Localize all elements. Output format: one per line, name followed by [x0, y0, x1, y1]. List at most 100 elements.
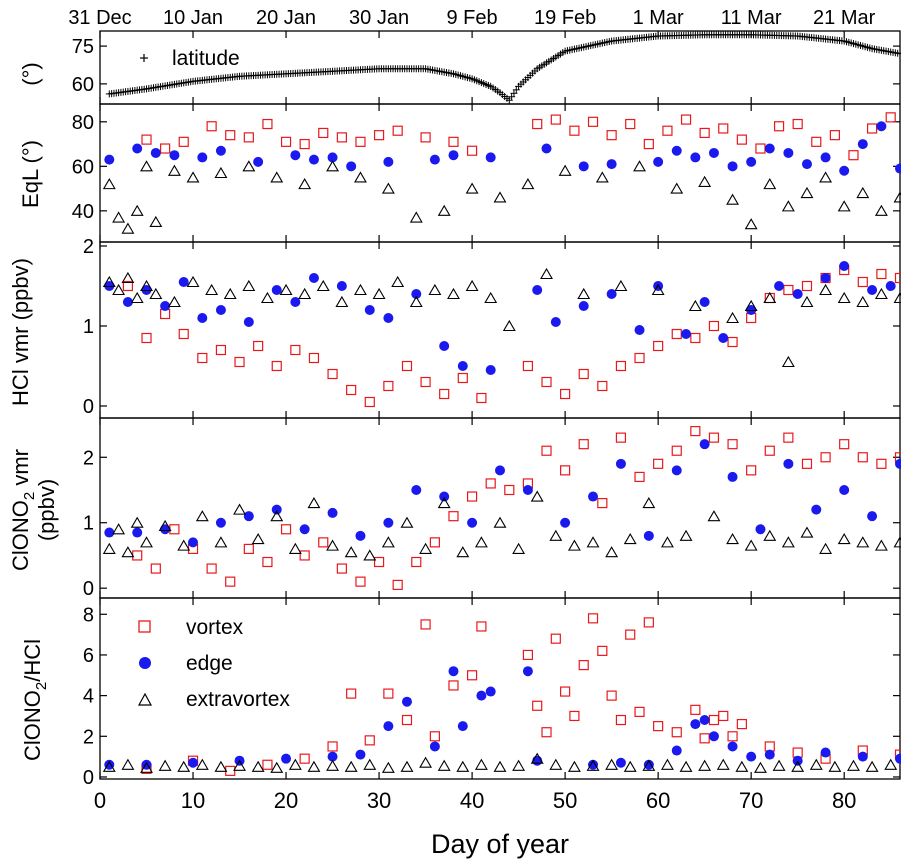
- point-eql-vortex-14: [420, 132, 431, 143]
- point-eql-extravortex-30: [819, 171, 833, 183]
- point-hcl-extravortex-14: [316, 279, 330, 292]
- point-hcl-extravortex-6: [167, 295, 181, 308]
- point-ratio-edge-25: [764, 749, 775, 760]
- point-hcl-edge-22: [634, 325, 645, 335]
- x-tick-label-8: 80: [832, 788, 856, 813]
- point-hcl-extravortex-22: [465, 279, 479, 292]
- point-hcl-edge-17: [485, 365, 496, 375]
- point-hcl-extravortex-35: [819, 283, 833, 296]
- point-ratio-extravortex-8: [251, 760, 265, 772]
- point-eql-vortex-31: [792, 118, 803, 130]
- panel-ratio: 0 2 4 6 8: [83, 597, 901, 789]
- point-ratio-vortex-10: [420, 619, 431, 630]
- point-hcl-extravortex-20: [428, 283, 442, 296]
- point-eql-vortex-10: [336, 132, 347, 143]
- point-ratio-vortex-7: [364, 735, 375, 746]
- point-hcl-extravortex-24: [502, 319, 516, 332]
- point-clono2-extravortex-24: [512, 542, 526, 554]
- point-ratio-vortex-3: [262, 759, 273, 770]
- point-hcl-edge-15: [439, 341, 450, 351]
- point-clono2-edge-21: [699, 439, 710, 450]
- point-hcl-edge-11: [336, 281, 347, 291]
- point-clono2-edge-18: [615, 458, 626, 469]
- point-eql-extravortex-20: [558, 164, 572, 176]
- point-hcl-extravortex-11: [260, 291, 274, 304]
- point-clono2-extravortex-15: [344, 546, 358, 558]
- point-ratio-vortex-6: [346, 688, 357, 699]
- point-clono2-edge-1: [132, 527, 143, 538]
- point-eql-extravortex-7: [186, 171, 200, 183]
- point-eql-extravortex-18: [493, 191, 507, 203]
- point-clono2-edge-28: [895, 458, 901, 469]
- point-hcl-extravortex-17: [372, 287, 386, 300]
- point-hcl-edge-5: [197, 313, 208, 323]
- point-eql-extravortex-2: [121, 222, 135, 234]
- point-hcl-edge-29: [792, 289, 803, 299]
- point-ratio-edge-9: [429, 741, 440, 752]
- point-hcl-vortex-22: [560, 388, 571, 400]
- x-axis-title: Day of year: [431, 829, 569, 859]
- point-clono2-vortex-11: [336, 563, 347, 574]
- point-ratio-edge-23: [727, 741, 738, 752]
- point-ratio-vortex-19: [560, 686, 571, 697]
- svg-text:ClONO2 vmr: ClONO2 vmr: [8, 449, 38, 571]
- point-eql-vortex-4: [225, 130, 236, 141]
- point-eql-edge-8: [308, 154, 319, 165]
- series-latitude-latitude: [105, 31, 901, 104]
- point-ratio-edge-7: [383, 721, 394, 732]
- point-eql-edge-14: [485, 152, 496, 163]
- point-ratio-vortex-26: [625, 629, 636, 640]
- point-ratio-extravortex-27: [605, 758, 619, 770]
- point-hcl-extravortex-37: [856, 295, 870, 308]
- point-eql-vortex-11: [355, 136, 366, 147]
- legend-label-edge: edge: [186, 652, 233, 675]
- point-hcl-extravortex-31: [744, 299, 758, 312]
- bottom-x-axis: 0 10 20 30 40 50 60 70 80: [94, 788, 857, 813]
- point-hcl-extravortex-2: [121, 271, 135, 284]
- series-ratio-vortex: [141, 613, 901, 776]
- point-ratio-vortex-24: [606, 690, 617, 701]
- point-hcl-edge-6: [215, 305, 226, 315]
- point-eql-extravortex-16: [437, 204, 451, 216]
- series-hcl-vortex: [122, 264, 901, 408]
- point-hcl-extravortex-5: [149, 287, 163, 300]
- point-ratio-extravortex-33: [716, 758, 730, 770]
- series-clono2-extravortex: [102, 490, 901, 561]
- point-hcl-extravortex-4: [140, 279, 153, 292]
- point-clono2-edge-9: [355, 530, 366, 541]
- point-eql-extravortex-9: [242, 160, 256, 172]
- series-clono2-vortex: [132, 425, 901, 591]
- ylabel-clono2-sub: 2: [21, 492, 38, 500]
- point-ratio-extravortex-11: [307, 760, 321, 772]
- point-ratio-vortex-29: [653, 721, 664, 732]
- point-hcl-edge-25: [699, 297, 710, 307]
- point-hcl-vortex-1: [141, 332, 152, 344]
- point-ratio-edge-14: [522, 666, 533, 677]
- point-ratio-vortex-9: [401, 714, 413, 726]
- point-eql-vortex-2: [178, 136, 189, 147]
- point-ratio-edge-22: [708, 731, 719, 742]
- point-clono2-extravortex-10: [251, 532, 265, 545]
- point-clono2-vortex-15: [411, 556, 422, 568]
- point-eql-extravortex-29: [800, 186, 814, 199]
- point-hcl-edge-26: [718, 333, 729, 343]
- point-ratio-vortex-35: [727, 731, 738, 742]
- ylabel-ratio-tail: /HCl: [20, 639, 45, 682]
- point-eql-extravortex-22: [633, 160, 646, 172]
- point-eql-extravortex-12: [326, 160, 340, 172]
- point-ratio-extravortex-17: [419, 756, 433, 768]
- point-eql-vortex-28: [736, 134, 747, 145]
- point-ratio-edge-8: [401, 696, 412, 707]
- point-clono2-vortex-36: [801, 458, 813, 469]
- point-hcl-vortex-6: [234, 356, 245, 368]
- point-ratio-vortex-23: [597, 645, 608, 656]
- legend-marker-vortex: [138, 620, 151, 633]
- point-clono2-vortex-37: [820, 452, 831, 463]
- point-ratio-edge-28: [857, 751, 868, 762]
- legend-label-vortex: vortex: [186, 616, 244, 639]
- point-eql-vortex-5: [243, 132, 254, 143]
- point-hcl-vortex-4: [197, 352, 208, 364]
- legend-label-extravortex: extravortex: [186, 688, 290, 711]
- point-eql-edge-1: [132, 143, 143, 154]
- point-eql-vortex-3: [206, 121, 217, 132]
